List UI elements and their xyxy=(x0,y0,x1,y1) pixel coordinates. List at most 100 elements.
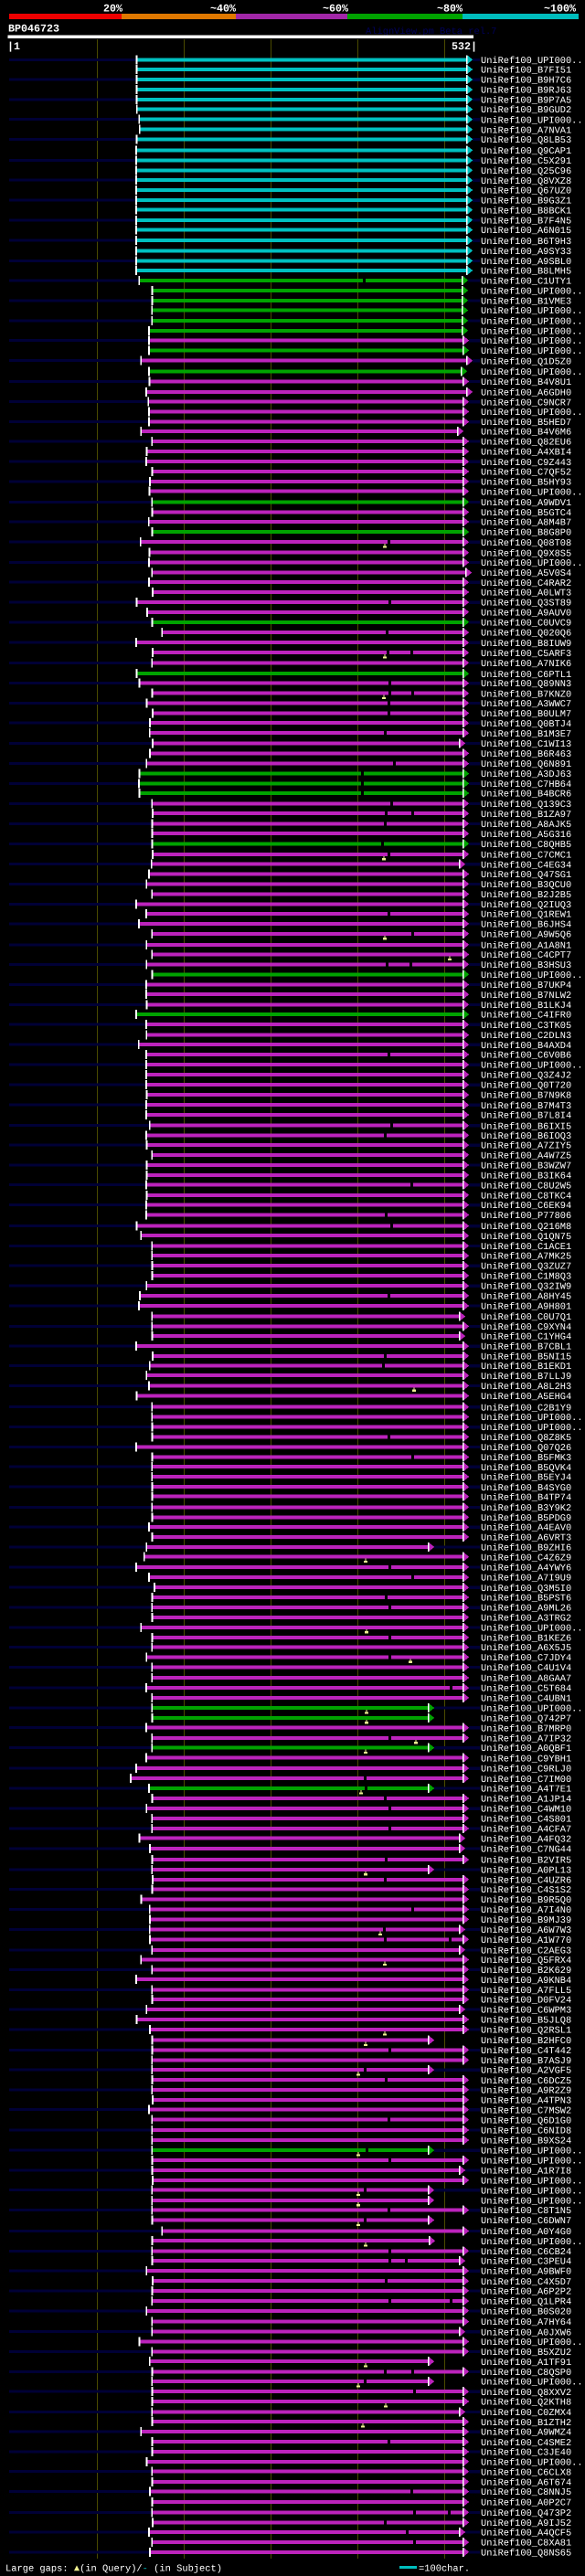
svg-text:UniRef100_A6VRT3: UniRef100_A6VRT3 xyxy=(481,1533,571,1544)
svg-text:UniRef100_C9YBH1: UniRef100_C9YBH1 xyxy=(481,1754,571,1765)
svg-text:UniRef100_A9WDV1: UniRef100_A9WDV1 xyxy=(481,498,571,509)
svg-text:UniRef100_C8QSP0: UniRef100_C8QSP0 xyxy=(481,2368,571,2379)
svg-text:UniRef100_B3IK64: UniRef100_B3IK64 xyxy=(481,1171,571,1182)
svg-text:UniRef100_A7FLL5: UniRef100_A7FLL5 xyxy=(481,1986,571,1997)
svg-text:UniRef100_A3WWC7: UniRef100_A3WWC7 xyxy=(481,699,571,710)
svg-text:UniRef100_A7I4N0: UniRef100_A7I4N0 xyxy=(481,1905,571,1916)
svg-text:UniRef100_C7MSW2: UniRef100_C7MSW2 xyxy=(481,2105,571,2116)
svg-text:UniRef100_Q82EU6: UniRef100_Q82EU6 xyxy=(481,438,571,449)
svg-text:UniRef100_A1R7I8: UniRef100_A1R7I8 xyxy=(481,2167,571,2178)
svg-text:UniRef100_A8GAA7: UniRef100_A8GAA7 xyxy=(481,1674,571,1685)
svg-text:UniRef100_Q2IUQ3: UniRef100_Q2IUQ3 xyxy=(481,900,571,911)
svg-text:UniRef100_C3JE40: UniRef100_C3JE40 xyxy=(481,2448,571,2459)
svg-text:UniRef100_C7NG44: UniRef100_C7NG44 xyxy=(481,1844,571,1855)
svg-text:UniRef100_A4QCF5: UniRef100_A4QCF5 xyxy=(481,2528,571,2539)
svg-text:UniRef100_A1TF91: UniRef100_A1TF91 xyxy=(481,2358,571,2369)
svg-text:UniRef100_Q8Z8K5: UniRef100_Q8Z8K5 xyxy=(481,1433,571,1444)
svg-text:UniRef100_C9NCR7: UniRef100_C9NCR7 xyxy=(481,398,571,408)
svg-text:~60%: ~60% xyxy=(323,3,348,16)
svg-text:UniRef100_A6GDH0: UniRef100_A6GDH0 xyxy=(481,388,571,399)
svg-text:UniRef100_B6R463: UniRef100_B6R463 xyxy=(481,749,571,760)
svg-text:UniRef100_Q08T08: UniRef100_Q08T08 xyxy=(481,538,571,549)
svg-text:UniRef100_B7NLW2: UniRef100_B7NLW2 xyxy=(481,991,571,1002)
svg-text:UniRef100_B2VIR5: UniRef100_B2VIR5 xyxy=(481,1856,571,1867)
svg-text:UniRef100_UPI000..: UniRef100_UPI000.. xyxy=(481,2378,583,2389)
svg-text:UniRef100_C2B1Y9: UniRef100_C2B1Y9 xyxy=(481,1403,571,1414)
svg-text:UniRef100_B7ASJ9: UniRef100_B7ASJ9 xyxy=(481,2056,571,2067)
svg-text:UniRef100_Q3Z4J2: UniRef100_Q3Z4J2 xyxy=(481,1071,571,1082)
svg-text:UniRef100_C6CB24: UniRef100_C6CB24 xyxy=(481,2247,571,2258)
svg-text:~80%: ~80% xyxy=(437,3,463,16)
svg-text:UniRef100_B4V8U1: UniRef100_B4V8U1 xyxy=(481,377,571,388)
svg-text:UniRef100_Q139C3: UniRef100_Q139C3 xyxy=(481,800,571,811)
svg-text:UniRef100_Q742P7: UniRef100_Q742P7 xyxy=(481,1714,571,1725)
svg-text:UniRef100_B6JHS4: UniRef100_B6JHS4 xyxy=(481,920,571,931)
svg-text:UniRef100_B4BCR6: UniRef100_B4BCR6 xyxy=(481,790,571,800)
svg-text:UniRef100_C4X5D7: UniRef100_C4X5D7 xyxy=(481,2277,571,2288)
svg-text:UniRef100_C4UBN1: UniRef100_C4UBN1 xyxy=(481,1694,571,1705)
svg-text:UniRef100_A4CFA7: UniRef100_A4CFA7 xyxy=(481,1825,571,1836)
svg-text:UniRef100_UPI000..: UniRef100_UPI000.. xyxy=(481,2177,583,2188)
svg-text:UniRef100_B1ZTH2: UniRef100_B1ZTH2 xyxy=(481,2418,571,2429)
svg-text:UniRef100_Q6D1G0: UniRef100_Q6D1G0 xyxy=(481,2115,571,2126)
svg-text:UniRef100_A5G316: UniRef100_A5G316 xyxy=(481,830,571,841)
svg-text:UniRef100_B2K629: UniRef100_B2K629 xyxy=(481,1966,571,1977)
svg-text:UniRef100_A0JXW6: UniRef100_A0JXW6 xyxy=(481,2327,571,2338)
svg-text:UniRef100_B9ZHI6: UniRef100_B9ZHI6 xyxy=(481,1543,571,1554)
svg-text:UniRef100_B7N9K8: UniRef100_B7N9K8 xyxy=(481,1091,571,1102)
svg-text:UniRef100_B4AXD4: UniRef100_B4AXD4 xyxy=(481,1041,571,1052)
svg-text:UniRef100_UPI000..: UniRef100_UPI000.. xyxy=(481,346,583,357)
svg-text:UniRef100_A7IP32: UniRef100_A7IP32 xyxy=(481,1733,571,1744)
svg-text:UniRef100_B8G8P0: UniRef100_B8G8P0 xyxy=(481,528,571,539)
svg-text:UniRef100_C1WI13: UniRef100_C1WI13 xyxy=(481,739,571,750)
svg-text:UniRef100_B7F4N5: UniRef100_B7F4N5 xyxy=(481,216,571,227)
svg-text:UniRef100_A1W770: UniRef100_A1W770 xyxy=(481,1935,571,1946)
svg-text:UniRef100_B0ULM7: UniRef100_B0ULM7 xyxy=(481,709,571,720)
svg-text:UniRef100_A4XBI4: UniRef100_A4XBI4 xyxy=(481,448,571,459)
svg-text:UniRef100_A9W5Q6: UniRef100_A9W5Q6 xyxy=(481,929,571,940)
svg-text:UniRef100_B6T9H3: UniRef100_B6T9H3 xyxy=(481,237,571,248)
svg-text:UniRef100_Q3ST89: UniRef100_Q3ST89 xyxy=(481,599,571,610)
svg-text:UniRef100_Q216M8: UniRef100_Q216M8 xyxy=(481,1222,571,1233)
svg-text:UniRef100_C9Z443: UniRef100_C9Z443 xyxy=(481,458,571,469)
svg-text:UniRef100_B7LLJ9: UniRef100_B7LLJ9 xyxy=(481,1372,571,1383)
svg-text:UniRef100_A5V0S4: UniRef100_A5V0S4 xyxy=(481,568,571,579)
svg-text:UniRef100_Q8NS65: UniRef100_Q8NS65 xyxy=(481,2548,571,2559)
svg-text:UniRef100_A7NVA1: UniRef100_A7NVA1 xyxy=(481,125,571,136)
svg-text:=100char.: =100char. xyxy=(419,2564,470,2575)
svg-text:UniRef100_C4Z6Z9: UniRef100_C4Z6Z9 xyxy=(481,1553,571,1564)
svg-text:UniRef100_UPI000..: UniRef100_UPI000.. xyxy=(481,306,583,317)
svg-text:UniRef100_Q473P2: UniRef100_Q473P2 xyxy=(481,2508,571,2519)
svg-text:UniRef100_Q6N891: UniRef100_Q6N891 xyxy=(481,759,571,770)
svg-text:UniRef100_UPI000..: UniRef100_UPI000.. xyxy=(481,2196,583,2207)
svg-text:UniRef100_C7JDY4: UniRef100_C7JDY4 xyxy=(481,1653,571,1664)
svg-text:UniRef100_B1KEZ6: UniRef100_B1KEZ6 xyxy=(481,1634,571,1645)
svg-text:UniRef100_A6P2P2: UniRef100_A6P2P2 xyxy=(481,2287,571,2298)
svg-text:AlignView.pm Beta rel.7: AlignView.pm Beta rel.7 xyxy=(366,27,496,37)
svg-text:UniRef100_A9SBL0: UniRef100_A9SBL0 xyxy=(481,257,571,268)
svg-text:UniRef100_B5QVK4: UniRef100_B5QVK4 xyxy=(481,1463,571,1474)
svg-text:UniRef100_B1ZA97: UniRef100_B1ZA97 xyxy=(481,810,571,821)
svg-text:UniRef100_A4W7Z5: UniRef100_A4W7Z5 xyxy=(481,1150,571,1161)
svg-text:UniRef100_C1ACE1: UniRef100_C1ACE1 xyxy=(481,1242,571,1253)
svg-text:UniRef100_A8HY45: UniRef100_A8HY45 xyxy=(481,1292,571,1303)
svg-text:UniRef100_A0PL13: UniRef100_A0PL13 xyxy=(481,1866,571,1877)
svg-text:UniRef100_C6EK94: UniRef100_C6EK94 xyxy=(481,1201,571,1212)
svg-text:UniRef100_Q2RSL1: UniRef100_Q2RSL1 xyxy=(481,2026,571,2037)
svg-text:UniRef100_B9H7C6: UniRef100_B9H7C6 xyxy=(481,76,571,87)
svg-text:UniRef100_A4FQ32: UniRef100_A4FQ32 xyxy=(481,1834,571,1845)
svg-text:UniRef100_UPI000..: UniRef100_UPI000.. xyxy=(481,1061,583,1072)
svg-text:UniRef100_B6IXI5: UniRef100_B6IXI5 xyxy=(481,1121,571,1132)
svg-text:UniRef100_UPI000..: UniRef100_UPI000.. xyxy=(481,1704,583,1715)
svg-text:UniRef100_B5XZU2: UniRef100_B5XZU2 xyxy=(481,2348,571,2359)
svg-text:UniRef100_B3QCU0: UniRef100_B3QCU0 xyxy=(481,880,571,891)
svg-text:UniRef100_UPI000..: UniRef100_UPI000.. xyxy=(481,2157,583,2168)
svg-text:Large gaps: ▲(in Query)/- (in: Large gaps: ▲(in Query)/- (in Subject) xyxy=(5,2564,222,2575)
svg-text:UniRef100_Q0T720: UniRef100_Q0T720 xyxy=(481,1081,571,1092)
svg-text:UniRef100_C4CPT7: UniRef100_C4CPT7 xyxy=(481,950,571,961)
svg-text:UniRef100_A0Y4G0: UniRef100_A0Y4G0 xyxy=(481,2227,571,2238)
svg-text:UniRef100_C4SME2: UniRef100_C4SME2 xyxy=(481,2438,571,2449)
svg-text:UniRef100_A0P2C7: UniRef100_A0P2C7 xyxy=(481,2498,571,2509)
svg-text:UniRef100_C3PEU4: UniRef100_C3PEU4 xyxy=(481,2257,571,2268)
svg-text:UniRef100_Q07Q26: UniRef100_Q07Q26 xyxy=(481,1443,571,1454)
